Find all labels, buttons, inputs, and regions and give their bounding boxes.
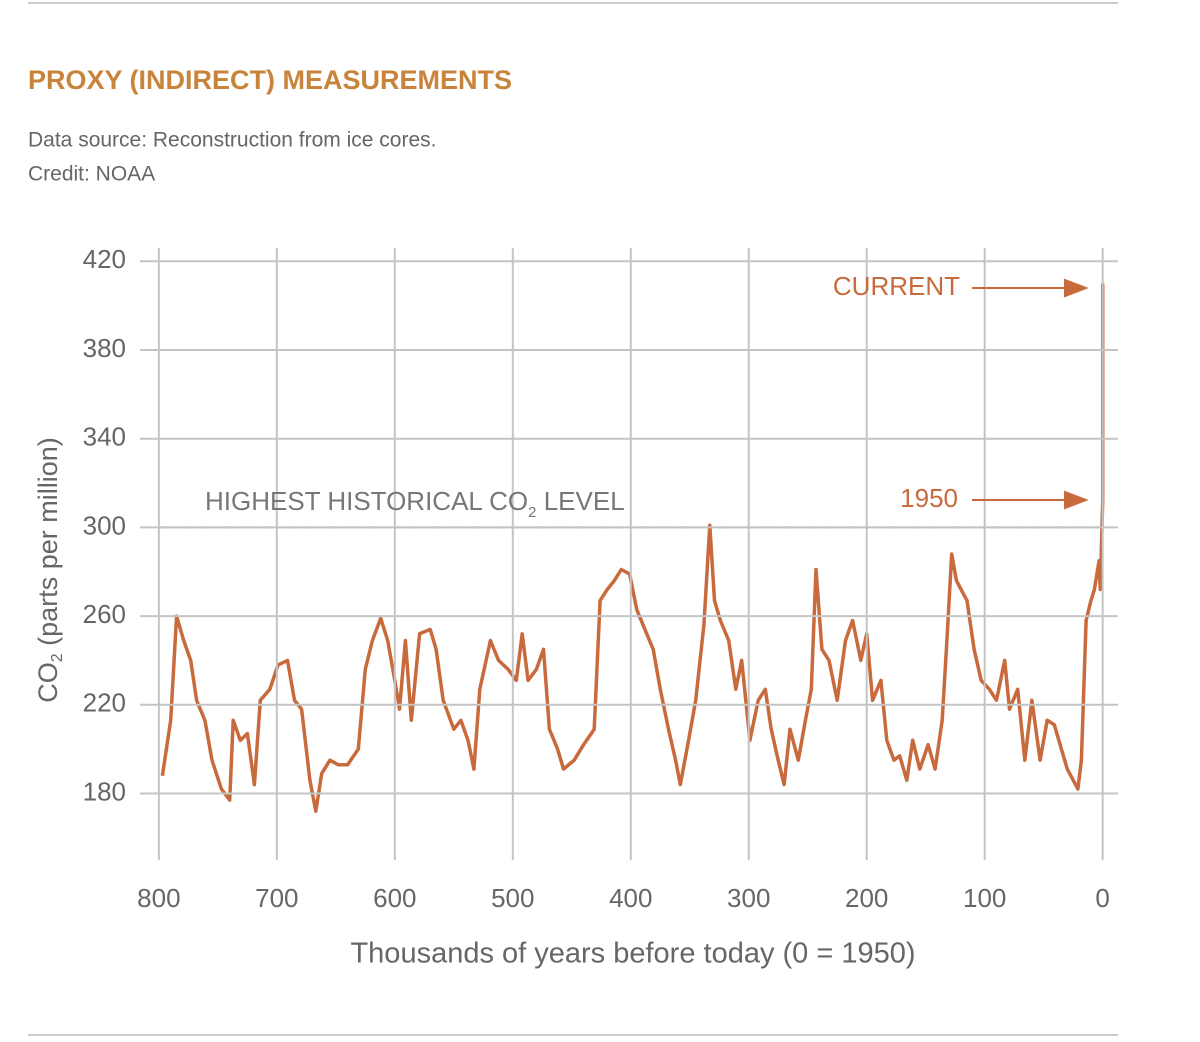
reference-label: HIGHEST HISTORICAL CO2 LEVEL bbox=[205, 486, 625, 521]
y-tick-label: 180 bbox=[83, 776, 126, 806]
y-label-subscript: 2 bbox=[49, 653, 66, 662]
x-tick-label: 300 bbox=[727, 883, 770, 913]
x-tick-label: 200 bbox=[845, 883, 888, 913]
x-tick-label: 500 bbox=[491, 883, 534, 913]
reference-text: LEVEL bbox=[536, 486, 624, 516]
subtitle: Data source: Reconstruction from ice cor… bbox=[28, 129, 437, 152]
subtitle: Credit: NOAA bbox=[28, 163, 155, 186]
x-tick-label: 800 bbox=[137, 883, 180, 913]
y-tick-label: 260 bbox=[83, 599, 126, 629]
x-tick-label: 400 bbox=[609, 883, 652, 913]
x-tick-label: 0 bbox=[1095, 883, 1109, 913]
reference-text: HIGHEST HISTORICAL CO bbox=[205, 486, 528, 516]
x-tick-label: 600 bbox=[373, 883, 416, 913]
x-axis-label: Thousands of years before today (0 = 195… bbox=[350, 938, 915, 970]
y-tick-label: 420 bbox=[83, 244, 126, 274]
x-tick-label: 100 bbox=[963, 883, 1006, 913]
y-tick-label: 300 bbox=[83, 510, 126, 540]
annotation: 1950 bbox=[900, 483, 958, 513]
data-line bbox=[160, 283, 1105, 813]
annotation: CURRENT bbox=[833, 271, 960, 301]
x-tick-label: 700 bbox=[255, 883, 298, 913]
chart-title: PROXY (INDIRECT) MEASUREMENTS bbox=[28, 65, 512, 95]
y-tick-label: 380 bbox=[83, 333, 126, 363]
y-tick-label: 340 bbox=[83, 422, 126, 452]
y-tick-label: 220 bbox=[83, 688, 126, 718]
y-axis-label: CO2 (parts per million) bbox=[33, 437, 66, 702]
reference-subscript: 2 bbox=[528, 504, 536, 521]
y-label-text: CO bbox=[33, 662, 63, 703]
y-label-text: (parts per million) bbox=[33, 437, 63, 653]
annotation-arrow bbox=[972, 278, 1089, 510]
